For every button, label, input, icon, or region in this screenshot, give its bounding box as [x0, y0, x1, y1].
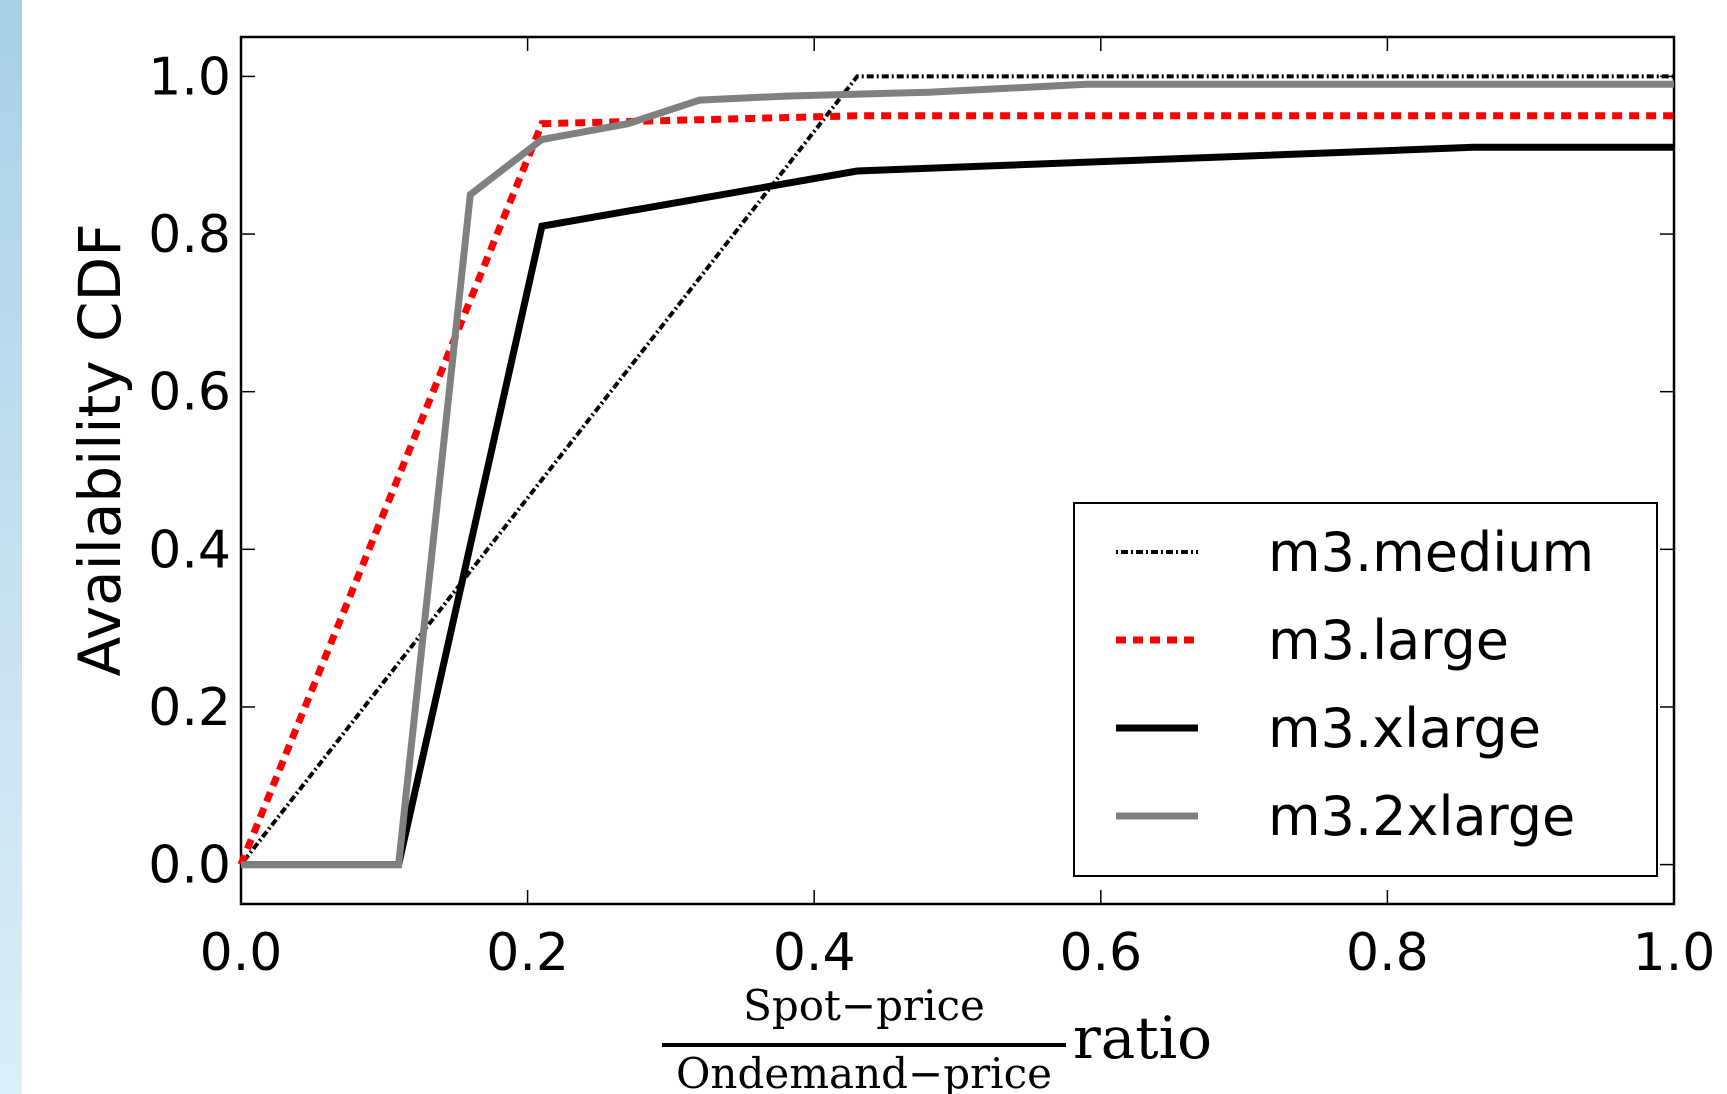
x-axis-label-denominator: Ondemand−price	[676, 1049, 1052, 1094]
y-tick-label-1: 0.2	[148, 678, 231, 738]
x-tick-label-5: 1.0	[1633, 923, 1716, 983]
y-axis-label-text: Availability CDF	[66, 223, 134, 676]
x-tick-label-0: 0.0	[200, 923, 283, 983]
y-tick-label-2: 0.4	[148, 520, 231, 580]
legend-label-m3-xlarge: m3.xlarge	[1268, 697, 1541, 760]
y-axis-label: Availability CDF	[66, 223, 134, 676]
y-tick-label-0: 0.0	[148, 836, 231, 896]
y-tick-label-4: 0.8	[148, 205, 231, 265]
left-edge-strip	[0, 0, 22, 1094]
plot-frame	[239, 35, 1676, 906]
x-tick-label-2: 0.4	[773, 923, 856, 983]
x-tick-label-4: 0.8	[1346, 923, 1429, 983]
ticks-layer: 0.0 0.2 0.4 0.6 0.8 1.0 0.0 0.2 0.4 0.6 0.8 1.0	[148, 37, 1715, 983]
y-tick-label-3: 0.6	[148, 363, 231, 423]
series-line-m3-medium	[239, 74, 1674, 866]
x-tick-label-1: 0.2	[486, 923, 569, 983]
legend-label-m3-large: m3.large	[1268, 609, 1509, 672]
x-axis-label-suffix: ratio	[1073, 1004, 1212, 1072]
legend-label-m3-2xlarge: m3.2xlarge	[1268, 785, 1575, 848]
series-layer	[237, 74, 1674, 869]
x-axis-label: Spot−price Ondemand−price ratio	[662, 981, 1212, 1094]
series-line-m3-2xlarge	[241, 80, 1674, 869]
y-tick-label-5: 1.0	[148, 47, 231, 107]
legend: m3.medium m3.large m3.xlarge m3.2xlarge	[1073, 502, 1658, 877]
series-line-m3-large	[237, 112, 1674, 866]
x-tick-label-3: 0.6	[1059, 923, 1142, 983]
x-axis-label-numerator: Spot−price	[743, 981, 985, 1030]
legend-label-m3-medium: m3.medium	[1268, 521, 1594, 584]
